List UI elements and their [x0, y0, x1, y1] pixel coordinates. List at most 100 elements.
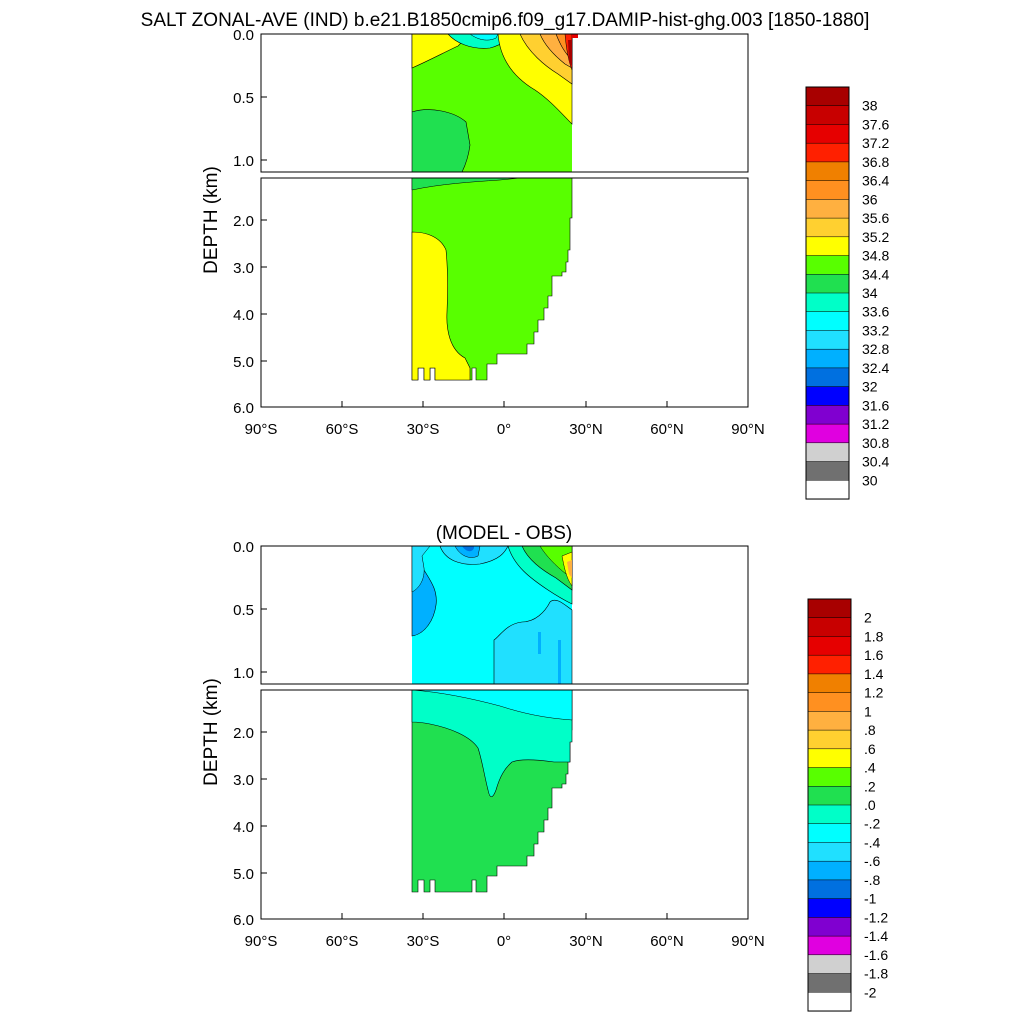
colorbar-label: -1.6 [864, 947, 888, 963]
y-tick-label: 2.0 [233, 725, 254, 742]
colorbar-swatch [807, 748, 852, 769]
colorbar-label: 32.4 [862, 360, 889, 376]
colorbar-swatch [805, 423, 850, 444]
colorbar-label: -1.4 [864, 928, 888, 944]
x-tick-label: 60°N [650, 933, 684, 950]
colorbar-swatch [805, 180, 850, 200]
panel-2-lower-field [411, 690, 573, 893]
x-tick-label: 90°S [245, 933, 278, 950]
panel-2: (MODEL - OBS) [201, 523, 888, 1012]
y-tick-label: 6.0 [233, 912, 254, 929]
panel-1-colorbar: 38 37.6 37.2 36.8 36.4 36 35.6 35.2 34.8 34.4 34 33… [805, 86, 889, 500]
x-tick-label: 0° [497, 933, 511, 950]
y-tick-label: 1.0 [233, 153, 254, 170]
y-tick-label: 2.0 [233, 213, 254, 230]
colorbar-label: .2 [864, 778, 876, 794]
colorbar-swatch [807, 898, 852, 918]
colorbar-swatch [807, 673, 852, 694]
x-tick-label: 0° [497, 421, 511, 438]
colorbar-swatch [807, 879, 852, 900]
panel-1: SALT ZONAL-AVE (IND) b.e21.B1850cmip6.f0… [141, 10, 889, 500]
panel-2-upper-field [411, 546, 573, 684]
colorbar-frame [805, 86, 850, 500]
region-orange-north [567, 560, 572, 578]
colorbar-swatch [807, 711, 852, 731]
colorbar-label: 34.8 [862, 248, 889, 264]
region-deep-green-34.0 [411, 178, 521, 191]
y-tick-label: 0.0 [233, 27, 254, 44]
panel-1-y-axis-label: DEPTH (km) [201, 166, 222, 274]
colorbar-swatch [807, 654, 852, 675]
colorbar-swatch [807, 935, 852, 956]
colorbar-swatch [805, 367, 850, 388]
panel-1-y-axis: 0.0 0.5 1.0 2.0 3.0 4.0 5.0 6.0 DEPTH (k… [201, 27, 267, 417]
region-blue-streak-2 [558, 640, 561, 684]
colorbar-swatch [805, 255, 850, 275]
panel-1-upper-frame [260, 33, 749, 173]
x-tick-label: 90°S [245, 421, 278, 438]
colorbar-swatch [807, 598, 852, 619]
colorbar-swatch [807, 692, 852, 712]
colorbar-swatch [805, 105, 850, 126]
panel-1-lower-field [411, 178, 573, 381]
colorbar-swatch [805, 142, 850, 163]
x-tick-label: 60°S [326, 421, 359, 438]
colorbar-swatch [807, 917, 852, 937]
colorbar-label: -1.8 [864, 966, 888, 982]
colorbar-label: 36.8 [862, 154, 889, 170]
panel-1-upper-field [411, 34, 578, 172]
colorbar-swatch [805, 480, 850, 500]
region-blue-surface [454, 546, 481, 558]
region-yellow-north [561, 551, 573, 587]
colorbar-swatch [807, 860, 852, 881]
colorbar-swatch [807, 954, 852, 975]
colorbar-swatch [807, 992, 852, 1012]
colorbar-label: 1.2 [864, 685, 884, 701]
x-tick-label: 30°S [407, 421, 440, 438]
colorbar-swatch [805, 274, 850, 294]
colorbar-label: 37.2 [862, 135, 889, 151]
colorbar-label: 32 [862, 379, 878, 395]
colorbar-label: 30.4 [862, 454, 889, 470]
region-deep-yellow [411, 231, 471, 381]
colorbar-label: 32.8 [862, 341, 889, 357]
colorbar-swatch [805, 442, 850, 463]
colorbar-swatch [807, 636, 852, 656]
colorbar-label: 35.2 [862, 229, 889, 245]
colorbar-label: 30 [862, 472, 878, 488]
colorbar-swatch [805, 199, 850, 219]
colorbar-swatch [807, 786, 852, 806]
colorbar-label: 36 [862, 191, 878, 207]
region-blue-streak [538, 632, 541, 654]
colorbar-swatch [807, 823, 852, 844]
panel-2-y-axis-label: DEPTH (km) [201, 678, 222, 786]
panel-2-upper-frame [260, 545, 749, 685]
colorbar-swatch [805, 292, 850, 313]
colorbar-label: .4 [864, 760, 876, 776]
colorbar-swatch [805, 86, 850, 107]
colorbar-swatch [807, 804, 852, 825]
colorbar-label: 35.6 [862, 210, 889, 226]
region-lightblue-south [411, 546, 431, 593]
colorbar-label: -.2 [864, 816, 881, 832]
colorbar-swatch [807, 842, 852, 862]
y-tick-label: 4.0 [233, 819, 254, 836]
y-tick-label: 6.0 [233, 400, 254, 417]
colorbar-label: 1 [864, 703, 872, 719]
x-tick-label: 60°N [650, 421, 684, 438]
colorbar-label: -1.2 [864, 909, 888, 925]
colorbar-swatch [805, 124, 850, 144]
panel-2-title: (MODEL - OBS) [436, 523, 573, 544]
colorbar-label: 31.2 [862, 416, 889, 432]
x-tick-label: 30°N [569, 421, 603, 438]
y-tick-label: 0.5 [233, 90, 254, 107]
y-tick-label: 5.0 [233, 866, 254, 883]
colorbar-swatch [805, 405, 850, 425]
region-cyan-deep [411, 690, 573, 721]
colorbar-label: .0 [864, 797, 876, 813]
colorbar-swatch [807, 729, 852, 750]
panel-2-colorbar: 21.81.61.41.21.8.6.4.2.0-.2-.4-.6-.8-1-1… [807, 598, 888, 1012]
region-red-edge [572, 34, 578, 38]
colorbar-swatch [807, 767, 852, 787]
